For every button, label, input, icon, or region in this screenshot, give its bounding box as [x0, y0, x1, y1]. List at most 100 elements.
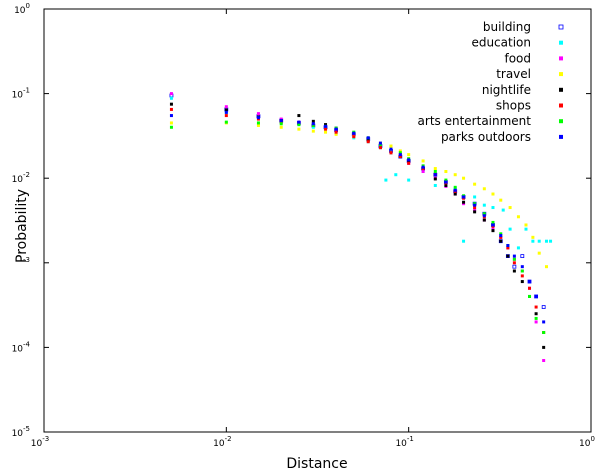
x-tick-label: 100	[579, 435, 595, 449]
data-point	[297, 127, 301, 131]
data-point	[499, 232, 503, 236]
data-point	[398, 149, 402, 153]
data-point	[542, 359, 546, 363]
data-point	[473, 195, 477, 199]
data-point	[520, 254, 525, 259]
data-point	[462, 200, 466, 204]
data-point	[311, 122, 315, 126]
data-point	[499, 234, 503, 238]
data-point	[389, 147, 393, 151]
data-point	[531, 239, 535, 243]
data-point	[378, 141, 382, 145]
data-point	[512, 254, 516, 258]
data-point	[169, 107, 173, 111]
data-point	[421, 159, 425, 163]
y-axis-title: Probability	[14, 189, 30, 263]
data-point	[389, 144, 393, 148]
data-point	[482, 187, 486, 191]
data-point	[311, 125, 315, 129]
data-point	[297, 114, 301, 118]
data-point	[407, 178, 411, 182]
data-point	[534, 316, 538, 320]
data-point	[537, 251, 541, 255]
data-point	[334, 127, 338, 131]
data-point	[433, 170, 437, 174]
data-point	[512, 261, 516, 265]
plot-frame	[43, 8, 592, 433]
data-point	[421, 165, 425, 169]
legend-marker	[559, 56, 563, 61]
data-point	[366, 136, 370, 140]
legend-marker	[559, 119, 563, 124]
data-point	[407, 161, 411, 165]
data-point	[279, 120, 283, 124]
data-point	[506, 246, 510, 250]
data-point	[473, 182, 477, 186]
data-point	[311, 119, 315, 123]
legend-label: travel	[496, 67, 531, 81]
x-tick-label: 10-1	[395, 435, 413, 449]
data-point	[506, 254, 510, 258]
data-point	[524, 223, 528, 227]
data-point	[256, 123, 260, 127]
data-point	[473, 208, 477, 212]
data-point	[534, 294, 538, 298]
data-point	[297, 123, 301, 127]
data-point	[544, 239, 548, 243]
data-point	[224, 110, 228, 114]
data-point	[453, 192, 457, 196]
data-point	[542, 320, 546, 324]
data-point	[324, 130, 328, 134]
data-point	[407, 158, 411, 162]
data-point	[169, 102, 173, 106]
data-point	[473, 206, 477, 210]
data-point	[398, 151, 402, 155]
data-point	[378, 146, 382, 150]
legend-marker	[559, 87, 563, 92]
data-point	[453, 173, 457, 177]
data-point	[224, 105, 228, 109]
data-point	[169, 92, 173, 96]
data-point	[520, 265, 524, 269]
data-point	[169, 96, 173, 100]
legend-marker	[559, 40, 563, 45]
data-point	[169, 114, 173, 118]
data-point	[544, 265, 548, 269]
x-axis-title: Distance	[286, 456, 347, 472]
data-point	[542, 331, 546, 335]
data-point	[491, 223, 495, 227]
x-tick-label: 10-2	[213, 435, 231, 449]
data-point	[324, 124, 328, 128]
legend-marker	[559, 72, 563, 77]
data-point	[334, 132, 338, 136]
data-point	[491, 192, 495, 196]
data-point	[352, 135, 356, 139]
data-point	[311, 129, 315, 133]
data-point	[453, 188, 457, 192]
data-point	[508, 227, 512, 231]
data-point	[366, 140, 370, 144]
data-point	[520, 274, 524, 278]
legend-label: arts entertainment	[418, 114, 532, 128]
legend-marker	[559, 134, 563, 139]
data-point	[433, 177, 437, 181]
data-point	[224, 114, 228, 118]
data-point	[279, 122, 283, 126]
data-point	[169, 125, 173, 129]
y-tick-label: 10-5	[12, 425, 30, 439]
data-point	[501, 208, 505, 212]
data-point	[462, 195, 466, 199]
data-point	[482, 212, 486, 216]
data-point	[256, 112, 260, 116]
data-point	[491, 220, 495, 224]
data-point	[279, 125, 283, 129]
data-point	[224, 108, 228, 112]
data-point	[534, 320, 538, 324]
y-tick-label: 10-2	[12, 171, 30, 185]
data-point	[499, 198, 503, 202]
data-point	[444, 180, 448, 184]
y-tick-label: 100	[14, 2, 30, 16]
data-point	[528, 286, 532, 290]
data-point	[516, 246, 520, 250]
